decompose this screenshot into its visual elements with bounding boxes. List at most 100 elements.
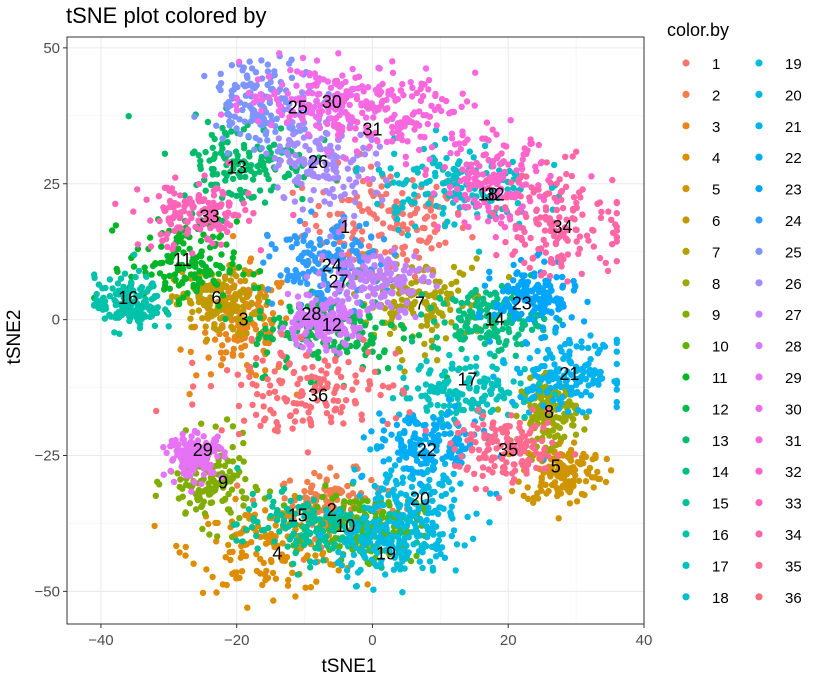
data-point bbox=[371, 482, 378, 490]
data-point bbox=[567, 457, 575, 464]
data-point bbox=[233, 272, 240, 280]
data-point bbox=[539, 324, 547, 331]
data-point bbox=[543, 389, 551, 396]
data-point bbox=[395, 313, 402, 321]
data-point bbox=[306, 342, 313, 349]
data-point bbox=[186, 500, 194, 507]
data-point bbox=[448, 319, 455, 326]
data-point bbox=[193, 372, 200, 379]
data-point bbox=[350, 324, 357, 331]
data-point bbox=[451, 221, 458, 228]
data-point bbox=[514, 269, 521, 276]
data-point bbox=[272, 575, 280, 582]
data-point bbox=[245, 506, 253, 513]
data-point bbox=[246, 315, 253, 323]
data-point bbox=[217, 241, 225, 248]
data-point bbox=[258, 57, 265, 64]
data-point bbox=[411, 520, 418, 527]
data-point bbox=[214, 533, 221, 540]
data-point bbox=[221, 462, 229, 469]
data-point bbox=[179, 493, 186, 500]
data-point bbox=[560, 474, 568, 481]
chart-title: tSNE plot colored by bbox=[66, 3, 267, 28]
data-point bbox=[423, 213, 431, 220]
data-point bbox=[446, 448, 453, 455]
data-point bbox=[186, 195, 193, 202]
data-point bbox=[356, 492, 363, 499]
data-point bbox=[195, 277, 202, 284]
data-point bbox=[227, 277, 235, 284]
data-point bbox=[430, 190, 437, 197]
data-point bbox=[376, 267, 383, 274]
data-point bbox=[367, 188, 375, 195]
data-point bbox=[233, 303, 240, 311]
data-point bbox=[308, 208, 315, 215]
data-point bbox=[142, 295, 149, 303]
data-point bbox=[540, 333, 548, 341]
data-point bbox=[245, 190, 252, 197]
data-point bbox=[180, 249, 187, 256]
data-point bbox=[134, 186, 141, 193]
data-point bbox=[302, 142, 309, 150]
data-point bbox=[453, 541, 461, 548]
data-point bbox=[255, 335, 262, 342]
data-point bbox=[387, 165, 394, 172]
data-point bbox=[356, 222, 363, 230]
data-point bbox=[112, 222, 120, 229]
data-point bbox=[354, 299, 361, 306]
data-point bbox=[361, 264, 369, 272]
data-point bbox=[132, 298, 139, 305]
data-point bbox=[510, 184, 517, 192]
data-point bbox=[315, 141, 323, 149]
data-point bbox=[410, 541, 417, 548]
data-point bbox=[439, 180, 447, 187]
data-point bbox=[285, 141, 292, 149]
data-point bbox=[218, 251, 225, 258]
data-point bbox=[425, 278, 432, 286]
data-point bbox=[402, 417, 409, 424]
data-point bbox=[521, 366, 528, 373]
data-point bbox=[251, 501, 258, 508]
data-point bbox=[497, 306, 505, 313]
data-point bbox=[330, 166, 337, 173]
data-point bbox=[613, 360, 620, 368]
data-point bbox=[161, 150, 169, 157]
data-point bbox=[452, 297, 459, 304]
data-point bbox=[203, 303, 210, 310]
data-point bbox=[475, 248, 483, 255]
data-point bbox=[554, 467, 561, 474]
data-point bbox=[118, 311, 126, 319]
data-point bbox=[473, 159, 480, 167]
data-point bbox=[592, 451, 599, 459]
data-point bbox=[422, 421, 429, 429]
data-point bbox=[329, 545, 336, 552]
data-point bbox=[425, 484, 432, 491]
data-point bbox=[262, 576, 269, 584]
data-point bbox=[470, 398, 477, 406]
data-point bbox=[333, 115, 340, 122]
data-point bbox=[309, 482, 316, 489]
data-point bbox=[289, 319, 296, 326]
data-point bbox=[488, 380, 495, 387]
data-point bbox=[245, 132, 252, 140]
data-point bbox=[200, 433, 207, 440]
data-point bbox=[327, 464, 334, 471]
data-point bbox=[315, 114, 322, 121]
data-point bbox=[223, 220, 231, 227]
data-point bbox=[307, 196, 314, 204]
data-point bbox=[283, 315, 290, 322]
data-point bbox=[552, 414, 560, 421]
data-point bbox=[435, 432, 442, 439]
data-point bbox=[473, 255, 480, 262]
data-point bbox=[429, 466, 436, 473]
data-point bbox=[306, 146, 313, 154]
data-point bbox=[225, 458, 232, 465]
data-point bbox=[425, 396, 432, 403]
data-point bbox=[311, 350, 318, 358]
data-point bbox=[412, 420, 420, 427]
data-point bbox=[324, 542, 331, 549]
data-point bbox=[315, 202, 322, 210]
data-point bbox=[253, 532, 260, 540]
data-point bbox=[372, 496, 380, 503]
data-point bbox=[216, 479, 224, 486]
